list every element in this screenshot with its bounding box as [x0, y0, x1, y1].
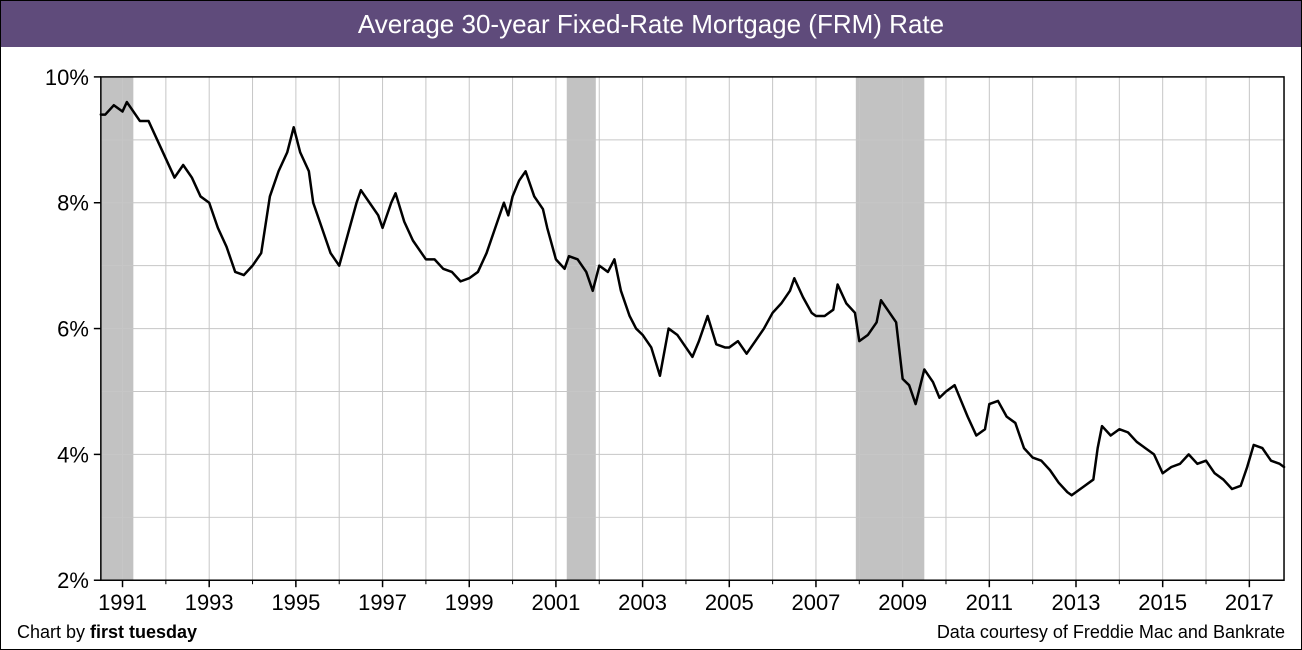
- y-tick-label: 4%: [57, 442, 89, 467]
- y-tick-label: 8%: [57, 191, 89, 216]
- x-tick-label: 2001: [531, 590, 580, 615]
- plot-area: 2% 4% 6% 8% 10% 1991 1993 1995 1997 1999 2001 2003 2…: [1, 47, 1301, 649]
- x-tick-label: 2013: [1052, 590, 1101, 615]
- chart-frame: Average 30-year Fixed-Rate Mortgage (FRM…: [0, 0, 1302, 650]
- x-tick-label: 1991: [98, 590, 147, 615]
- x-tick-label: 2015: [1138, 590, 1187, 615]
- chart-title-text: Average 30-year Fixed-Rate Mortgage (FRM…: [358, 9, 944, 40]
- x-tick-label: 2003: [618, 590, 667, 615]
- x-tick-label: 1995: [271, 590, 320, 615]
- x-tick-label: 2017: [1225, 590, 1274, 615]
- y-tick-label: 10%: [45, 65, 89, 90]
- x-tick-label: 2005: [705, 590, 754, 615]
- x-tick-label: 1999: [445, 590, 494, 615]
- x-tick-label: 2011: [966, 590, 1013, 615]
- x-tick-label: 2007: [792, 590, 841, 615]
- credit-right: Data courtesy of Freddie Mac and Bankrat…: [937, 622, 1285, 643]
- credit-left: Chart by first tuesday: [17, 622, 197, 643]
- x-tick-label: 1993: [185, 590, 234, 615]
- y-tick-label: 6%: [57, 317, 89, 342]
- credit-left-prefix: Chart by: [17, 622, 90, 642]
- credit-left-bold: first tuesday: [90, 622, 197, 642]
- chart-title-bar: Average 30-year Fixed-Rate Mortgage (FRM…: [1, 1, 1301, 47]
- x-tick-label: 2009: [878, 590, 927, 615]
- plot-svg: 2% 4% 6% 8% 10% 1991 1993 1995 1997 1999 2001 2003 2…: [1, 47, 1301, 649]
- y-tick-label: 2%: [57, 568, 89, 593]
- x-tick-label: 1997: [358, 590, 407, 615]
